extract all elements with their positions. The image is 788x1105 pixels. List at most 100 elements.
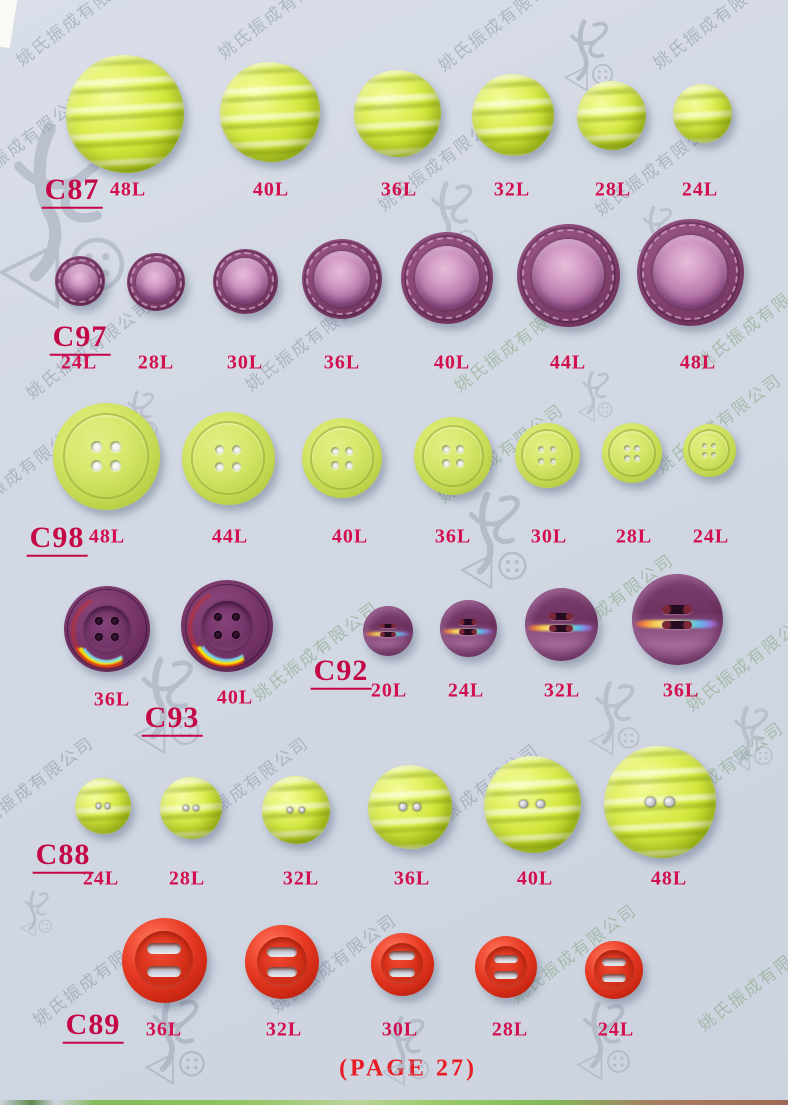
- group-code-label-c89: C89: [62, 1009, 124, 1044]
- size-label: 36L: [323, 351, 361, 374]
- toggle-slot: [147, 943, 181, 955]
- button-hole: [330, 446, 339, 455]
- page-corner-artifact: [0, 0, 19, 49]
- size-label: 36L: [393, 867, 431, 890]
- button-hole: [442, 459, 450, 467]
- button-hole: [110, 460, 121, 471]
- size-label: 36L: [434, 525, 472, 548]
- size-label: 24L: [692, 525, 730, 548]
- button-hole: [664, 796, 675, 808]
- product-button-c93-40l: [178, 579, 276, 678]
- company-watermark-text: 姚氏振成有限公司: [214, 0, 348, 63]
- toggle-slot: [147, 965, 181, 977]
- product-button-c98-44l: [181, 411, 275, 505]
- size-label: 40L: [252, 178, 290, 201]
- button-hole: [623, 444, 630, 451]
- company-logo-watermark: [18, 890, 56, 940]
- toggle-slot: [389, 951, 415, 960]
- button-hole: [345, 446, 354, 455]
- button-hole-slot: [549, 613, 573, 620]
- product-button-c97-30l: [212, 248, 278, 314]
- toggle-slot: [389, 968, 415, 977]
- button-hole: [94, 633, 103, 642]
- product-button-c88-24l: [75, 778, 131, 834]
- button-hole: [535, 799, 545, 809]
- product-button-c98-28l: [602, 423, 662, 483]
- size-label: 24L: [681, 178, 719, 201]
- size-label: 24L: [597, 1018, 635, 1041]
- button-hole-slot: [549, 625, 573, 633]
- button-hole: [298, 806, 305, 814]
- size-label: 30L: [530, 525, 568, 548]
- size-label: 40L: [516, 867, 554, 890]
- button-hole: [105, 803, 111, 809]
- size-label: 32L: [265, 1018, 303, 1041]
- product-button-c87-48l: [66, 55, 184, 173]
- group-code-label-c88: C88: [32, 839, 94, 874]
- product-button-c89-32l: [245, 925, 319, 999]
- size-label: 36L: [93, 688, 131, 711]
- button-hole: [549, 445, 557, 453]
- size-label: 40L: [331, 525, 369, 548]
- button-hole: [634, 444, 641, 451]
- button-hole: [110, 441, 121, 452]
- button-hole: [645, 796, 656, 808]
- product-button-c97-40l: [401, 232, 493, 324]
- size-label: 40L: [216, 686, 254, 709]
- button-hole-slot: [380, 623, 396, 629]
- company-logo-watermark: [725, 705, 779, 775]
- product-button-c97-24l: [55, 256, 105, 306]
- product-button-c93-36l: [61, 585, 153, 678]
- product-button-c87-40l: [220, 62, 320, 162]
- button-hole: [91, 441, 102, 452]
- product-button-c88-28l: [160, 777, 222, 839]
- button-hole: [193, 805, 200, 811]
- company-logo-watermark: [140, 995, 213, 1090]
- product-button-c97-44l: [516, 223, 620, 327]
- button-hole: [231, 444, 242, 455]
- product-button-c87-24l: [672, 83, 732, 143]
- button-hole: [214, 613, 223, 622]
- product-button-c89-24l: [585, 941, 643, 999]
- button-hole: [442, 445, 450, 453]
- button-hole: [287, 806, 294, 814]
- group-code-label-c98: C98: [26, 522, 88, 557]
- size-label: 32L: [282, 867, 320, 890]
- product-button-c98-30l: [514, 422, 580, 488]
- button-hole: [111, 633, 120, 642]
- button-hole-slot: [458, 619, 478, 625]
- button-hole: [711, 452, 717, 458]
- company-watermark-text: 姚氏振成有限公司: [694, 928, 788, 1035]
- button-hole: [456, 459, 464, 467]
- size-label: 28L: [615, 525, 653, 548]
- product-button-c88-32l: [262, 776, 330, 844]
- button-hole-slot: [662, 620, 692, 630]
- button-hole: [701, 442, 707, 448]
- button-hole-slot: [662, 605, 692, 614]
- button-hole: [214, 444, 225, 455]
- button-hole: [214, 630, 223, 639]
- button-hole: [214, 461, 225, 472]
- product-button-c97-36l: [302, 239, 382, 319]
- product-button-c92-24l: [439, 599, 497, 657]
- product-button-c88-48l: [604, 746, 716, 858]
- product-button-c98-48l: [52, 402, 160, 510]
- button-hole: [456, 445, 464, 453]
- product-button-c97-28l: [127, 253, 185, 311]
- button-hole: [519, 799, 529, 809]
- size-label: 24L: [447, 679, 485, 702]
- toggle-slot: [602, 974, 626, 982]
- size-label: 48L: [109, 178, 147, 201]
- product-button-c92-20l: [363, 606, 413, 656]
- product-button-c89-28l: [475, 936, 537, 998]
- product-button-c98-40l: [302, 418, 382, 498]
- size-label: 36L: [662, 679, 700, 702]
- size-label: 30L: [226, 351, 264, 374]
- size-label: 48L: [650, 867, 688, 890]
- button-hole: [413, 803, 421, 811]
- company-watermark-text: 姚氏振成有限公司: [649, 0, 783, 73]
- button-hole: [94, 616, 103, 625]
- size-label: 40L: [433, 351, 471, 374]
- size-label: 28L: [491, 1018, 529, 1041]
